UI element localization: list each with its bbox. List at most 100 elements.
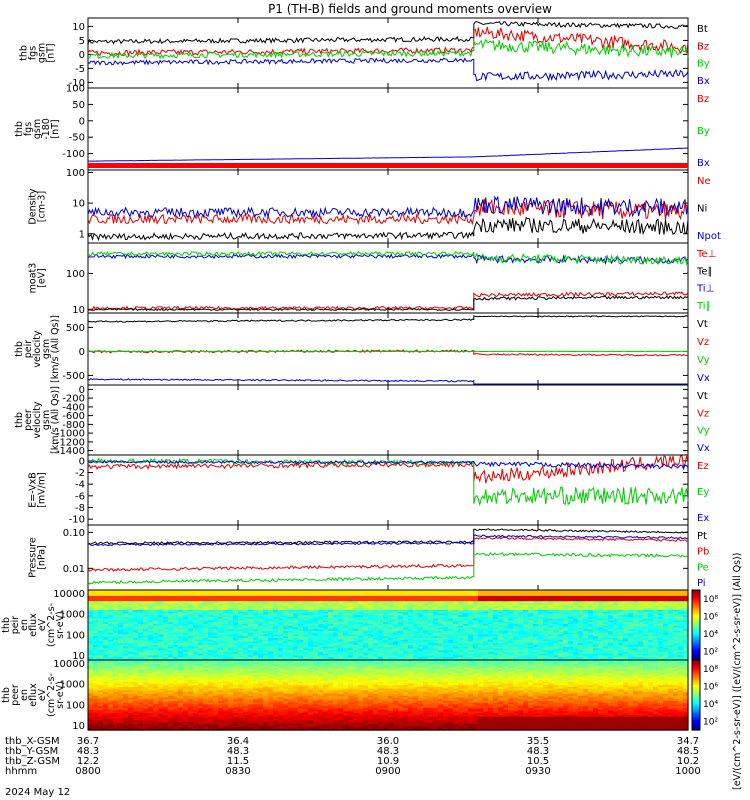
spectrogram-cell <box>573 612 579 616</box>
spectrogram-cell <box>588 637 594 640</box>
spectrogram-cell <box>228 618 234 621</box>
spectrogram-cell <box>588 654 594 658</box>
spectrogram-cell <box>508 647 514 651</box>
spectrogram-cell <box>228 644 234 647</box>
spectrogram-cell <box>498 591 504 595</box>
spectrogram-cell <box>353 614 359 617</box>
spectrogram-cell <box>443 602 449 605</box>
spectrogram-cell <box>423 612 429 616</box>
spectrogram-cell <box>293 605 299 609</box>
spectrogram-cell <box>433 630 439 633</box>
spectrogram-cell <box>393 605 399 609</box>
spectrogram-cell <box>253 647 259 651</box>
spectrogram-cell <box>293 602 299 605</box>
spectrogram-cell <box>498 616 504 619</box>
spectrogram-cell <box>313 625 319 628</box>
spectrogram-cell <box>103 656 109 659</box>
spectrogram-cell <box>153 614 159 617</box>
spectrogram-cell <box>308 656 314 659</box>
spectrogram-cell <box>93 635 99 638</box>
spectrogram-cell <box>383 604 389 607</box>
spectrogram-cell <box>373 590 379 593</box>
spectrogram-cell <box>533 639 539 642</box>
spectrogram-cell <box>253 630 259 633</box>
spectrogram-cell <box>558 609 564 612</box>
spectrogram-cell <box>503 649 509 652</box>
spectrogram-cell <box>148 637 154 640</box>
spectrogram-cell <box>508 628 514 631</box>
spectrogram-cell <box>343 604 349 607</box>
spectrogram-cell <box>93 605 99 609</box>
spectrogram-cell <box>208 619 214 623</box>
legend-ti∥: Ti∥ <box>696 301 711 312</box>
spectrogram-cell <box>468 635 474 638</box>
legend-by: By <box>697 126 710 137</box>
spectrogram-cell <box>503 632 509 635</box>
spectrogram-cell <box>483 600 489 603</box>
spectrogram-cell <box>343 637 349 640</box>
spectrogram-cell <box>663 647 669 651</box>
spectrogram-cell <box>88 597 94 600</box>
spectrogram-cell <box>233 621 239 624</box>
spectrogram-cell <box>313 590 319 593</box>
spectrogram-cell <box>143 628 149 631</box>
spectrogram-cell <box>518 656 524 659</box>
spectrogram-cell <box>643 604 649 607</box>
spectrogram-cell <box>568 642 574 645</box>
spectrogram-cell <box>463 633 469 637</box>
spectrogram-cell <box>643 653 649 656</box>
spectrogram-cell <box>378 637 384 640</box>
spectrogram-cell <box>493 640 499 644</box>
spectrogram-cell <box>253 593 259 596</box>
spectrogram-cell <box>483 614 489 617</box>
spectrogram-cell <box>548 646 554 649</box>
spectrogram-cell <box>528 656 534 659</box>
spectrogram-cell <box>458 637 464 640</box>
spectrogram-cell <box>268 598 274 602</box>
spectrogram-cell <box>398 625 404 628</box>
spectrogram-cell <box>493 628 499 631</box>
spectrogram-cell <box>388 649 394 652</box>
spectrogram-cell <box>323 647 329 651</box>
spectrogram-cell <box>458 651 464 654</box>
spectrogram-cell <box>208 605 214 609</box>
spectrogram-cell <box>468 611 474 614</box>
spectrogram-cell <box>288 591 294 595</box>
spectrogram-cell <box>518 604 524 607</box>
spectrogram-cell <box>238 621 244 624</box>
spectrogram-cell <box>133 623 139 626</box>
spectrogram-cell <box>223 625 229 628</box>
spectrogram-cell <box>123 600 129 603</box>
spectrogram-cell <box>238 591 244 595</box>
spectrogram-cell <box>303 611 309 614</box>
spectrogram-cell <box>523 654 529 658</box>
spectrogram-cell <box>498 609 504 612</box>
spectrogram-cell <box>453 597 459 600</box>
spectrogram-cell <box>623 639 629 642</box>
series-ti∥ <box>87 250 689 266</box>
spectrogram-cell <box>228 656 234 659</box>
spectrogram-cell <box>298 651 304 654</box>
spectrogram-cell <box>503 609 509 612</box>
spectrogram-cell <box>503 640 509 644</box>
spectrogram-cell <box>533 591 539 595</box>
spectrogram-cell <box>663 644 669 647</box>
spectrogram-cell <box>293 623 299 626</box>
spectrogram-cell <box>598 600 604 603</box>
spectrogram-cell <box>283 626 289 630</box>
spectrogram-cell <box>468 628 474 631</box>
spectrogram-cell <box>443 656 449 659</box>
spectrogram-cell <box>223 597 229 600</box>
spectrogram-cell <box>298 646 304 649</box>
spectrogram-cell <box>503 618 509 621</box>
spectrogram-cell <box>358 647 364 651</box>
spectrogram-cell <box>348 604 354 607</box>
spectrogram-cell <box>143 626 149 630</box>
spectrogram-cell <box>458 616 464 619</box>
spectrogram-cell <box>533 632 539 635</box>
spectrogram-cell <box>258 591 264 595</box>
y-tick-label: 10 <box>72 651 85 662</box>
spectrogram-cell <box>653 590 659 593</box>
spectrogram-cell <box>373 640 379 644</box>
spectrogram-cell <box>353 595 359 598</box>
